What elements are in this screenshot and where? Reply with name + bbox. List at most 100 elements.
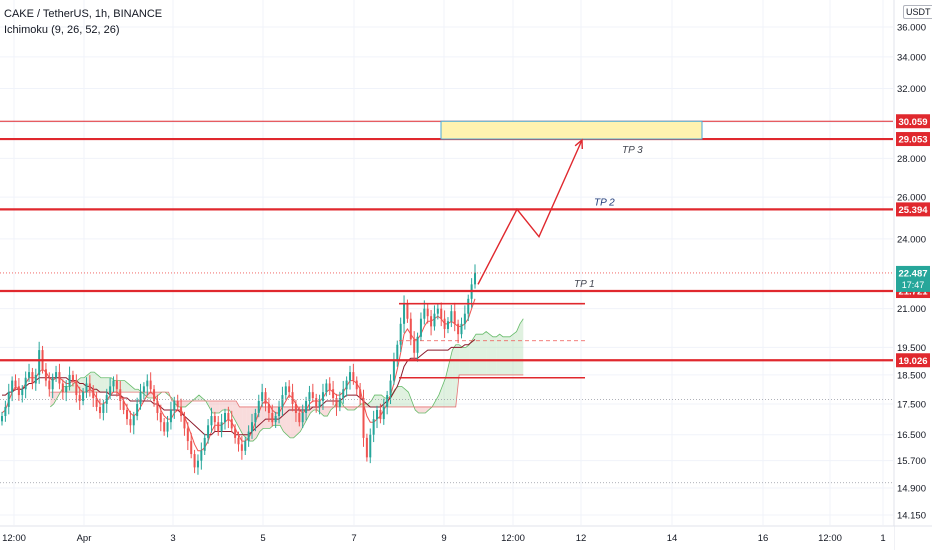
candle-body bbox=[146, 380, 149, 387]
candle bbox=[413, 331, 416, 361]
candle-body bbox=[264, 392, 267, 404]
cloud-segment bbox=[242, 406, 247, 438]
candle-body bbox=[149, 380, 152, 390]
candle-body bbox=[325, 383, 328, 393]
candle bbox=[382, 398, 385, 425]
candle-body bbox=[403, 303, 406, 324]
candle-body bbox=[180, 406, 183, 417]
candle bbox=[419, 312, 422, 341]
candle bbox=[305, 396, 308, 421]
candle-body bbox=[55, 372, 58, 378]
candle-body bbox=[278, 406, 281, 417]
candle-body bbox=[98, 406, 101, 413]
price-label-bg-4 bbox=[896, 353, 930, 368]
candle bbox=[332, 380, 335, 406]
candle-body bbox=[132, 416, 135, 426]
cloud-segment bbox=[219, 400, 223, 413]
candle-body bbox=[318, 400, 321, 407]
cloud-segment bbox=[415, 406, 419, 413]
candle bbox=[159, 404, 162, 432]
candle-body bbox=[139, 392, 142, 404]
candle-body bbox=[142, 386, 145, 393]
cloud-segment bbox=[418, 406, 422, 413]
candle bbox=[446, 317, 449, 334]
candle-body bbox=[372, 419, 375, 435]
candle bbox=[136, 397, 139, 421]
cloud-segment bbox=[452, 344, 456, 407]
candle bbox=[200, 442, 203, 470]
candle bbox=[284, 382, 287, 400]
candle-body bbox=[153, 389, 156, 401]
cloud-segment bbox=[519, 318, 524, 375]
candle-body bbox=[159, 412, 162, 423]
time-axis[interactable]: 12:00 Apr 3 5 7 9 12:00 12 14 16 12:00 1 bbox=[0, 525, 932, 550]
cloud-segment bbox=[67, 386, 71, 393]
candle bbox=[109, 378, 112, 400]
ichimoku-cloud bbox=[50, 318, 524, 442]
candle-body bbox=[419, 318, 422, 337]
cloud-segment bbox=[351, 406, 355, 410]
candle bbox=[342, 380, 345, 404]
candle bbox=[345, 376, 348, 397]
cloud-segment bbox=[476, 334, 480, 375]
cloud-segment bbox=[236, 400, 240, 429]
cloud-segment bbox=[486, 331, 490, 375]
candle-body bbox=[305, 400, 308, 413]
candle bbox=[321, 383, 324, 410]
candle-body bbox=[430, 316, 433, 327]
candle bbox=[105, 388, 108, 413]
candle bbox=[220, 413, 223, 438]
candle-body bbox=[169, 409, 172, 423]
time-tick-10: 12:00 bbox=[818, 533, 842, 544]
indicator-legend: Ichimoku (9, 26, 52, 26) bbox=[4, 24, 120, 36]
candle-body bbox=[288, 386, 291, 393]
time-tick-1: Apr bbox=[77, 533, 92, 544]
candle bbox=[186, 422, 189, 451]
cloud-segment bbox=[104, 377, 108, 393]
candle-body bbox=[24, 377, 27, 390]
cloud-segment bbox=[290, 406, 294, 438]
time-tick-0: 12:00 bbox=[2, 533, 26, 544]
candle-body bbox=[11, 380, 14, 393]
cloud-segment bbox=[496, 334, 500, 375]
cloud-segment bbox=[97, 374, 101, 393]
candle bbox=[14, 374, 17, 391]
candle-body bbox=[51, 377, 54, 390]
candle bbox=[463, 305, 466, 330]
candlestick-series bbox=[0, 264, 477, 475]
analysis-drawings[interactable]: TP 3 TP 2 TP 1 bbox=[399, 120, 703, 379]
candle-body bbox=[68, 374, 71, 387]
candle bbox=[146, 374, 149, 396]
candle-body bbox=[342, 389, 345, 399]
price-label-4: 19.026 bbox=[898, 356, 927, 367]
senkou-span-b bbox=[50, 374, 524, 408]
candle-body bbox=[88, 383, 91, 390]
cloud-segment bbox=[438, 386, 443, 407]
horizontal-levels[interactable] bbox=[0, 120, 893, 484]
candle bbox=[386, 390, 389, 415]
candle-body bbox=[163, 422, 166, 432]
cloud-segment bbox=[286, 406, 291, 438]
cloud-segment bbox=[435, 395, 439, 407]
candle-body bbox=[156, 400, 159, 413]
candle-body bbox=[436, 308, 439, 314]
cloud-segment bbox=[469, 339, 473, 375]
price-axis[interactable]: 36.00034.00032.00030.00028.00026.00024.0… bbox=[893, 0, 932, 550]
candle-body bbox=[251, 422, 254, 432]
time-tick-6: 12:00 bbox=[501, 533, 525, 544]
time-tick-3: 5 bbox=[260, 533, 265, 544]
candle-body bbox=[291, 392, 294, 404]
candle bbox=[443, 310, 446, 338]
candle-body bbox=[457, 323, 460, 335]
candle bbox=[264, 387, 267, 412]
candle-body bbox=[440, 308, 443, 319]
candle-body bbox=[460, 323, 463, 335]
candle-body bbox=[450, 311, 453, 322]
cloud-segment bbox=[259, 406, 264, 432]
projection-arrowhead bbox=[574, 138, 583, 150]
candle bbox=[355, 376, 358, 396]
time-tick-7: 12 bbox=[576, 533, 587, 544]
candle-body bbox=[193, 454, 196, 468]
candle bbox=[453, 302, 456, 332]
